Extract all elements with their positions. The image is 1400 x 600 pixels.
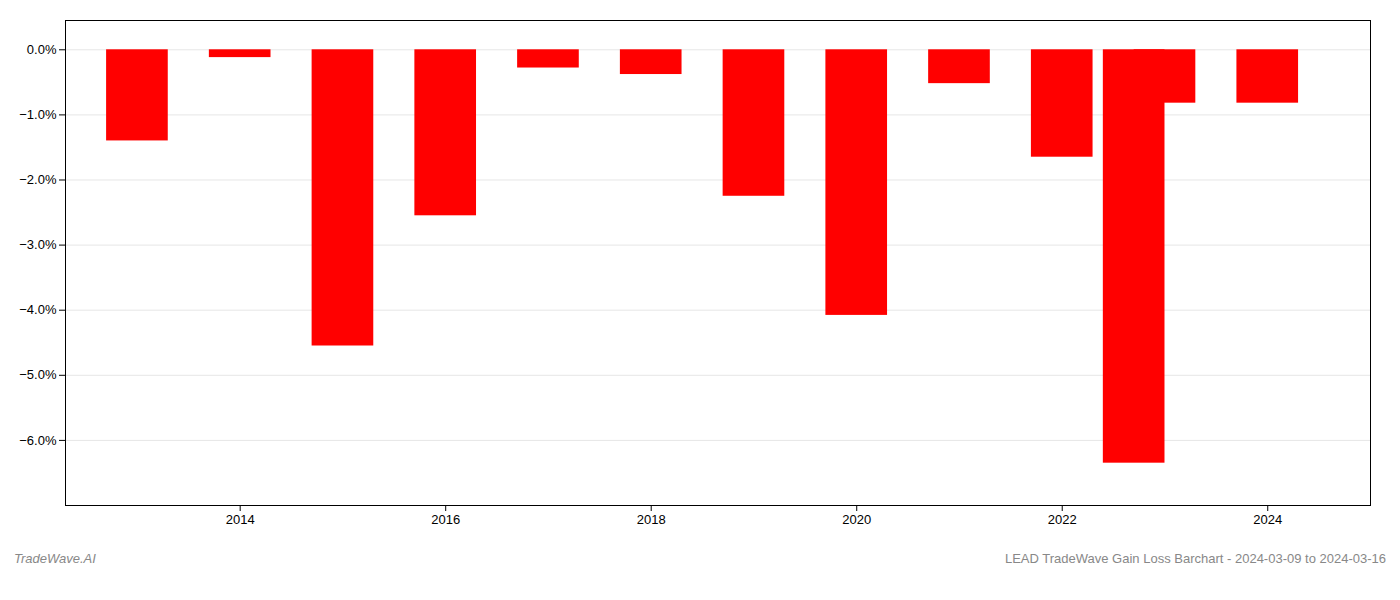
svg-text:−6.0%: −6.0% [19, 433, 57, 448]
svg-text:−3.0%: −3.0% [19, 237, 57, 252]
svg-text:2020: 2020 [842, 512, 871, 527]
svg-text:−4.0%: −4.0% [19, 302, 57, 317]
html-text:TradeWave.AI: TradeWave.AI [14, 551, 96, 566]
svg-text:−5.0%: −5.0% [19, 367, 57, 382]
svg-text:0.0%: 0.0% [27, 42, 57, 57]
svg-text:2014: 2014 [226, 512, 255, 527]
svg-text:−2.0%: −2.0% [19, 172, 57, 187]
svg-text:2016: 2016 [431, 512, 460, 527]
svg-text:2018: 2018 [637, 512, 666, 527]
svg-text:2024: 2024 [1253, 512, 1282, 527]
svg-text:−1.0%: −1.0% [19, 107, 57, 122]
html-text:LEAD TradeWave Gain Loss Barch: LEAD TradeWave Gain Loss Barchart - 2024… [1004, 551, 1386, 566]
svg-text:2022: 2022 [1048, 512, 1077, 527]
